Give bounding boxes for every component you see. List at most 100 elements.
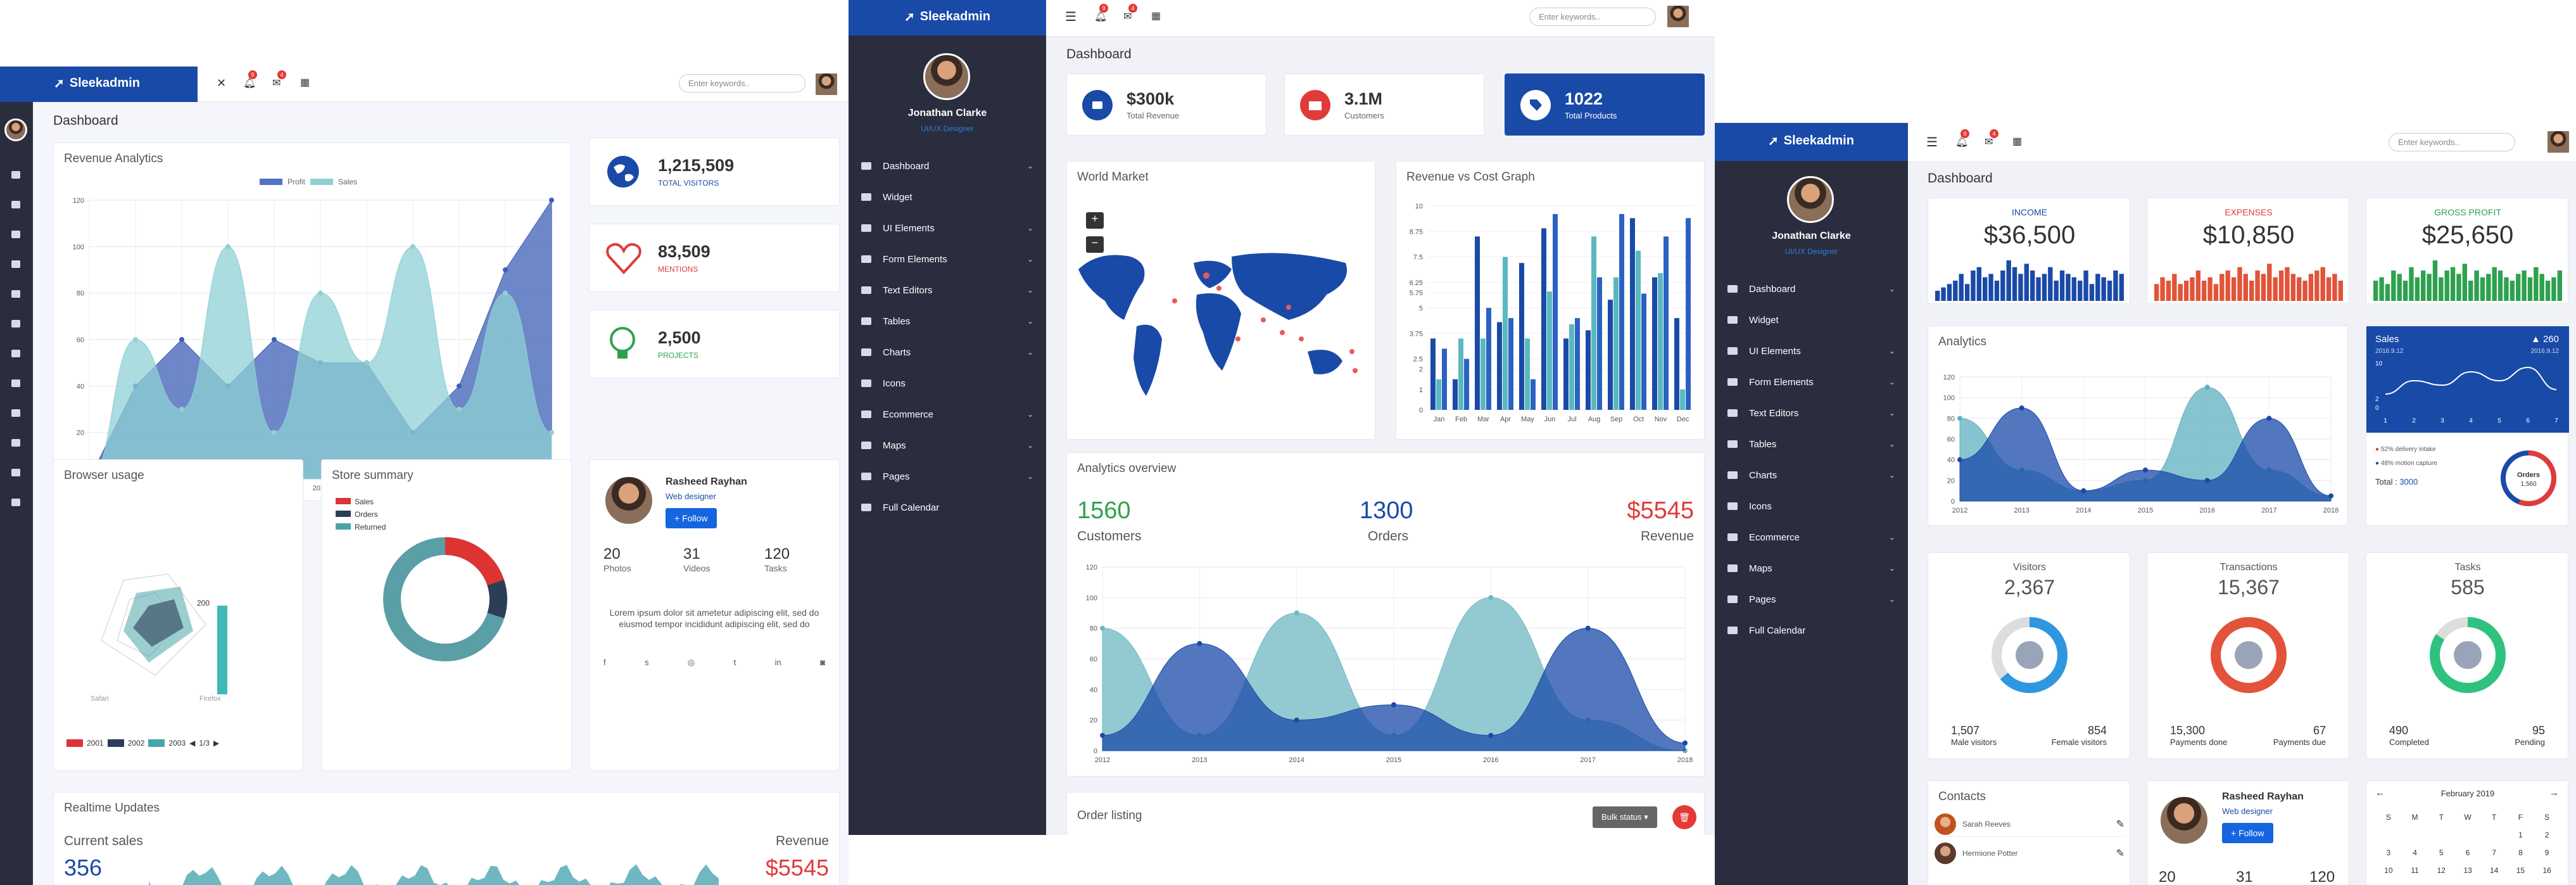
grid-icon[interactable]: ▦: [1151, 11, 1161, 22]
calendar-day[interactable]: 13: [2463, 866, 2472, 875]
brand-logo[interactable]: ➚ Sleekadmin: [1768, 134, 1854, 148]
linkedin-icon[interactable]: in: [774, 658, 781, 667]
map-marker[interactable]: [1349, 349, 1354, 354]
calendar-day[interactable]: 4: [2413, 848, 2417, 857]
sidebar-item[interactable]: Dashboard ⌄: [861, 158, 1033, 174]
legend-next-icon[interactable]: ▶: [213, 739, 220, 748]
menu-icon[interactable]: ☰: [1065, 10, 1076, 24]
bell-icon[interactable]: 🔔︎: [1094, 11, 1108, 22]
sidebar-item[interactable]: UI Elements ⌄: [861, 220, 1033, 236]
edit-icon[interactable]: [11, 290, 20, 298]
zoom-in-button[interactable]: +: [1086, 212, 1104, 229]
sidebar-avatar[interactable]: [4, 118, 27, 141]
user-avatar[interactable]: [814, 72, 839, 97]
sidebar-item[interactable]: Widget: [1727, 312, 1895, 328]
calendar-day[interactable]: 12: [2437, 866, 2446, 875]
map-marker[interactable]: [1172, 298, 1177, 303]
prev-month-icon[interactable]: ←: [2375, 787, 2385, 798]
calendar-day[interactable]: 3: [2386, 848, 2391, 857]
cart-icon[interactable]: [11, 409, 20, 417]
calendar-day[interactable]: 10: [2384, 866, 2393, 875]
table-icon[interactable]: [11, 320, 20, 328]
sidebar-item[interactable]: Form Elements ⌄: [1727, 374, 1895, 390]
sidebar-item[interactable]: Full Calendar: [1727, 623, 1895, 638]
brand-logo[interactable]: ➚ Sleekadmin: [54, 76, 140, 91]
calendar-day[interactable]: 11: [2411, 866, 2419, 875]
close-icon[interactable]: ✕: [217, 77, 227, 89]
mail-icon[interactable]: ✉: [272, 78, 281, 89]
calendar-day[interactable]: 9: [2544, 848, 2549, 857]
calendar-day[interactable]: 2: [2544, 831, 2549, 839]
sidebar-item[interactable]: Form Elements ⌄: [861, 251, 1033, 267]
page-icon[interactable]: [11, 469, 20, 476]
toggle-icon[interactable]: [11, 379, 20, 387]
sidebar-item[interactable]: Icons: [1727, 499, 1895, 514]
sidebar-item[interactable]: Tables ⌄: [1727, 436, 1895, 452]
sidebar-item[interactable]: Icons: [861, 376, 1033, 391]
brand-logo[interactable]: ➚ Sleekadmin: [904, 10, 990, 24]
facebook-icon[interactable]: f: [603, 658, 606, 667]
user-avatar[interactable]: [2546, 129, 2571, 155]
chart-icon[interactable]: [11, 350, 20, 357]
sidebar-item[interactable]: Charts ⌄: [1727, 468, 1895, 483]
calendar-day[interactable]: 6: [2465, 848, 2470, 857]
map-marker[interactable]: [1261, 317, 1266, 322]
menu-icon[interactable]: ☰: [1926, 136, 1938, 150]
contact-row[interactable]: Hermione Potter ✎: [1935, 841, 2125, 866]
sidebar-item[interactable]: Tables ⌄: [861, 314, 1033, 329]
dribbble-icon[interactable]: ◎: [687, 658, 695, 667]
mail-icon[interactable]: ✉: [1985, 137, 1993, 148]
grid-icon[interactable]: ▦: [2012, 136, 2023, 147]
calendar-day[interactable]: 14: [2490, 866, 2499, 875]
calendar-day[interactable]: 7: [2492, 848, 2497, 857]
home-icon[interactable]: [11, 171, 20, 179]
sidebar-item[interactable]: Pages ⌄: [1727, 592, 1895, 607]
sidebar-item[interactable]: Ecommerce ⌄: [861, 407, 1033, 422]
puzzle-icon[interactable]: [11, 201, 20, 208]
sidebar-item[interactable]: UI Elements ⌄: [1727, 343, 1895, 359]
sidebar-item[interactable]: Text Editors ⌄: [1727, 405, 1895, 421]
map-marker[interactable]: [1353, 368, 1358, 373]
bulk-status-dropdown[interactable]: Bulk status ▾: [1593, 806, 1657, 828]
map-marker[interactable]: [1235, 336, 1241, 341]
mail-icon[interactable]: ✉: [1123, 11, 1132, 22]
map-marker[interactable]: [1203, 272, 1209, 279]
sidebar-item[interactable]: Full Calendar: [861, 500, 1033, 515]
map-marker[interactable]: [1299, 336, 1304, 341]
twitter-icon[interactable]: t: [733, 658, 736, 667]
calendar-day[interactable]: 8: [2518, 848, 2523, 857]
pencil-icon[interactable]: ✎: [2116, 818, 2125, 830]
sidebar-item[interactable]: Dashboard ⌄: [1727, 281, 1895, 296]
follow-button[interactable]: + Follow: [666, 508, 717, 528]
pencil-icon[interactable]: ✎: [2116, 848, 2125, 859]
calendar-icon[interactable]: [11, 499, 20, 506]
sidebar-item[interactable]: Pages ⌄: [861, 469, 1033, 484]
contact-row[interactable]: Sarah Reeves ✎: [1935, 812, 2125, 837]
calendar-day[interactable]: 15: [2516, 866, 2525, 875]
sidebar-item[interactable]: Charts ⌄: [861, 345, 1033, 360]
search-input[interactable]: Enter keywords..: [679, 74, 805, 92]
checkbox-icon[interactable]: [11, 260, 20, 268]
next-month-icon[interactable]: →: [2549, 787, 2559, 798]
sidebar-item[interactable]: Ecommerce ⌄: [1727, 530, 1895, 545]
user-avatar[interactable]: [1665, 4, 1691, 29]
zoom-out-button[interactable]: −: [1086, 236, 1104, 253]
calendar-day[interactable]: 16: [2542, 866, 2551, 875]
legend-prev-icon[interactable]: ◀: [189, 739, 196, 748]
calendar-day[interactable]: 1: [2518, 831, 2523, 839]
follow-button[interactable]: + Follow: [2222, 823, 2273, 843]
delete-button[interactable]: 🗑︎: [1672, 805, 1696, 829]
sidebar-item[interactable]: Maps ⌄: [1727, 561, 1895, 576]
bell-icon[interactable]: 🔔︎: [243, 78, 256, 89]
search-input[interactable]: Enter keywords..: [2389, 133, 2515, 151]
instagram-icon[interactable]: ◙: [820, 658, 825, 667]
skype-icon[interactable]: s: [645, 658, 649, 667]
grid-icon[interactable]: ▦: [300, 77, 310, 88]
bell-icon[interactable]: 🔔︎: [1955, 137, 1969, 148]
map-marker[interactable]: [1280, 330, 1285, 335]
sidebar-item[interactable]: Widget: [861, 189, 1033, 205]
map-icon[interactable]: [11, 439, 20, 447]
sidebar-avatar[interactable]: [923, 53, 970, 100]
sidebar-avatar[interactable]: [1787, 176, 1834, 223]
calendar-day[interactable]: 5: [2439, 848, 2444, 857]
